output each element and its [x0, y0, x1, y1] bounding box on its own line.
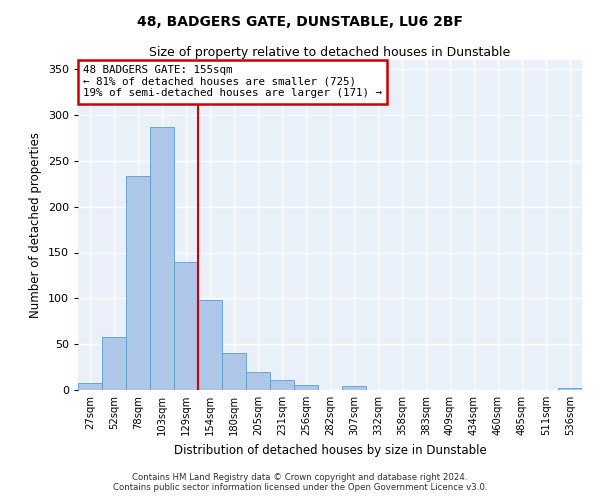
Bar — [342, 386, 366, 390]
Text: 48, BADGERS GATE, DUNSTABLE, LU6 2BF: 48, BADGERS GATE, DUNSTABLE, LU6 2BF — [137, 16, 463, 30]
Bar — [78, 382, 102, 390]
Title: Size of property relative to detached houses in Dunstable: Size of property relative to detached ho… — [149, 46, 511, 59]
Text: Contains HM Land Registry data © Crown copyright and database right 2024.
Contai: Contains HM Land Registry data © Crown c… — [113, 473, 487, 492]
X-axis label: Distribution of detached houses by size in Dunstable: Distribution of detached houses by size … — [173, 444, 487, 456]
Bar — [270, 380, 294, 390]
Bar — [558, 388, 582, 390]
Bar — [246, 372, 270, 390]
Bar — [150, 127, 174, 390]
Bar — [102, 337, 126, 390]
Text: 48 BADGERS GATE: 155sqm
← 81% of detached houses are smaller (725)
19% of semi-d: 48 BADGERS GATE: 155sqm ← 81% of detache… — [83, 65, 382, 98]
Y-axis label: Number of detached properties: Number of detached properties — [29, 132, 42, 318]
Bar — [126, 176, 150, 390]
Bar — [174, 262, 198, 390]
Bar — [198, 300, 222, 390]
Bar — [294, 386, 318, 390]
Bar — [222, 354, 246, 390]
